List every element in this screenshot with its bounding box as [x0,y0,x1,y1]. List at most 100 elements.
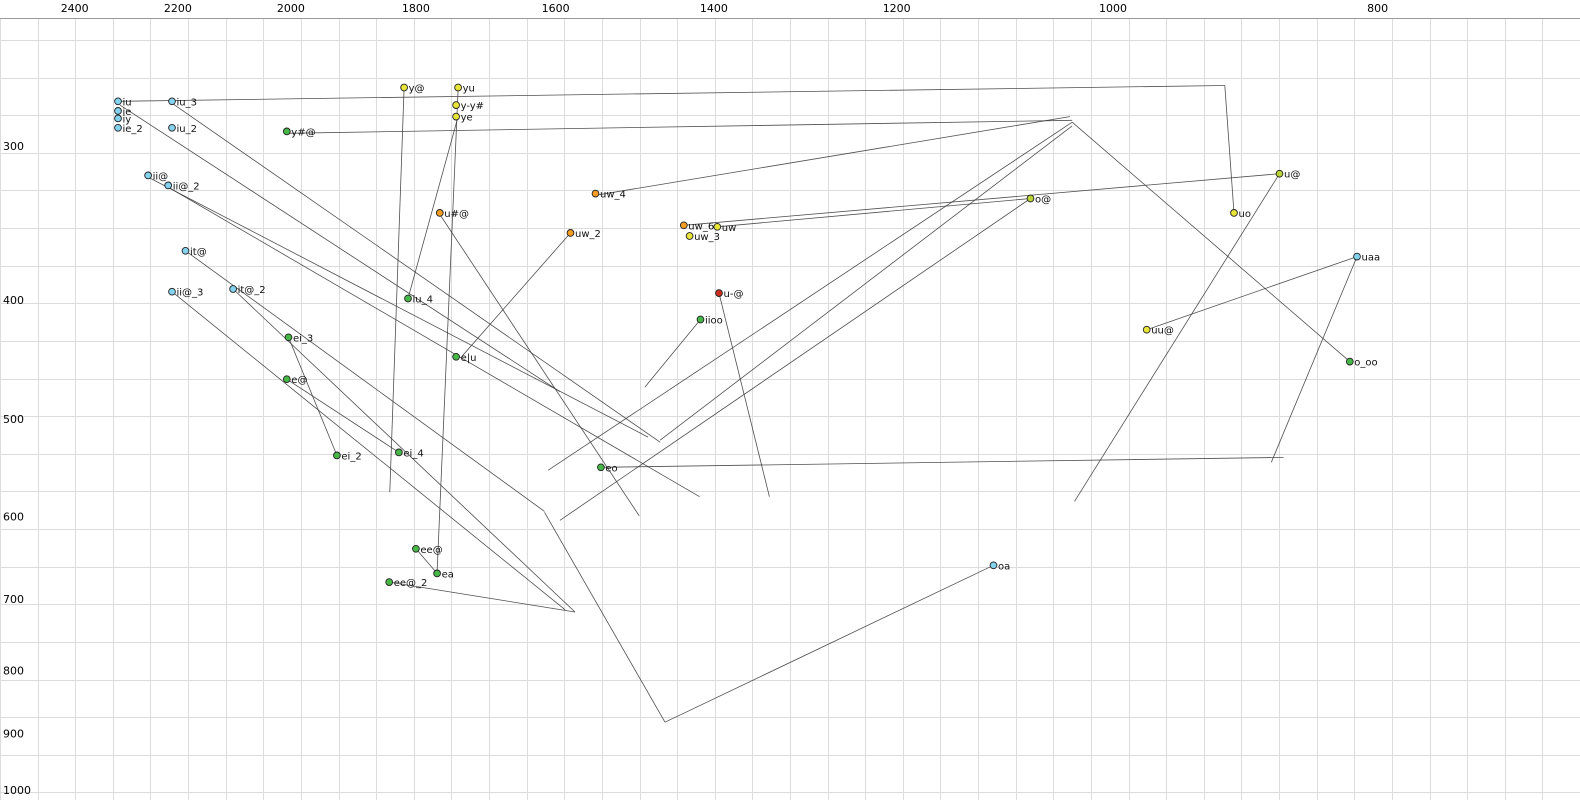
data-point[interactable] [452,101,460,109]
y-axis-tick-label: 900 [3,728,24,741]
data-point[interactable] [433,569,441,578]
data-point[interactable] [454,83,462,92]
data-point[interactable] [282,127,291,136]
point-label: e@ [291,375,307,386]
point-label: uw [722,223,737,234]
data-point[interactable] [144,171,152,180]
point-label: ie_2 [123,124,143,135]
trajectory-line [683,173,1280,226]
trajectory-line [1270,256,1358,463]
data-point[interactable] [168,97,176,106]
data-point[interactable] [989,561,998,570]
point-label: uw_4 [600,190,626,201]
data-point[interactable] [114,107,122,115]
point-label: ee@ [420,545,442,556]
trajectory-line [232,288,576,613]
trajectory-line [461,232,571,358]
trajectory-line [436,89,459,572]
data-point[interactable] [114,114,122,123]
point-label: ee@_2 [394,578,428,589]
data-point[interactable] [412,544,420,553]
data-point[interactable] [1345,357,1354,366]
y-axis-tick-label: 300 [3,140,24,153]
point-label: o@ [1035,195,1051,206]
point-label: ye [461,113,473,124]
data-point[interactable] [1142,325,1151,334]
data-point[interactable] [679,221,688,230]
point-label: uw_2 [575,229,601,240]
data-point[interactable] [685,232,694,240]
data-point[interactable] [114,123,122,132]
trajectory-line [664,564,994,723]
data-point[interactable] [385,578,394,586]
data-point[interactable] [282,375,291,384]
x-axis-tick-label: 1000 [1099,2,1127,15]
data-point[interactable] [715,289,723,297]
y-axis-tick-label: 1000 [3,784,31,797]
trajectory-line [544,512,666,723]
point-label: iy [123,114,132,125]
trajectory-line [171,102,661,443]
data-point[interactable] [333,451,341,460]
data-point[interactable] [404,294,412,303]
data-point[interactable] [591,189,600,198]
point-label: iu_2 [177,124,197,135]
data-point[interactable] [168,287,176,296]
data-point[interactable] [1353,252,1361,261]
point-label: ie [123,107,132,118]
trajectory-line [167,186,700,498]
point-label: o_oo [1354,358,1377,369]
trajectory-line [171,291,566,611]
x-axis-tick-label: 2000 [277,2,305,15]
trajectory-line [117,85,1225,102]
x-axis-tick-label: 2400 [61,2,89,15]
data-point[interactable] [435,209,444,217]
x-axis-tick-label: 1800 [402,2,430,15]
point-label: yu [463,84,475,95]
data-point[interactable] [284,333,293,342]
grid [0,18,1580,800]
x-axis-tick-label: 1400 [700,2,728,15]
data-point[interactable] [164,181,173,190]
point-label: iioo [705,316,723,327]
y-axis-tick-label: 500 [3,413,24,426]
trajectory-line [1071,121,1351,362]
data-point[interactable] [597,463,605,472]
trajectory-line [595,116,1070,196]
x-axis-ticks: 2400 2200 2000 1800 1600 1400 1200 1000 800 [61,2,1388,15]
trajectory-line [286,119,1073,134]
point-label: ii@_2 [173,181,200,192]
data-point[interactable] [696,315,705,324]
data-point[interactable] [452,352,460,361]
trajectory-line [718,293,770,497]
data-point[interactable] [168,123,176,132]
data-point[interactable] [566,229,575,237]
trajectory-line [415,548,438,574]
data-point[interactable] [1026,194,1035,203]
trajectory-line [1224,85,1235,213]
trajectory-line [286,378,400,453]
data-point[interactable] [181,246,190,255]
y-axis-tick-label: 400 [3,294,24,307]
point-label: uw_6 [688,221,714,232]
data-point[interactable] [1275,169,1284,178]
trajectory-line [439,214,640,517]
data-point[interactable] [452,112,460,121]
point-label: oa [998,561,1010,572]
point-label: ei_3 [293,333,313,344]
trajectory-line [600,457,1284,468]
data-point[interactable] [1230,209,1238,217]
point-label: u-@ [724,289,744,300]
point-label: uaa [1362,253,1381,264]
data-point[interactable] [229,285,237,293]
trajectory-line [389,87,405,493]
x-axis-tick-label: 1200 [883,2,911,15]
data-point[interactable] [713,222,722,231]
data-point[interactable] [395,448,403,457]
point-label: uo [1239,209,1251,220]
y-axis-ticks: 300 400 500 600 700 800 900 1000 [3,140,31,797]
data-point[interactable] [114,97,122,106]
data-point[interactable] [400,83,408,92]
